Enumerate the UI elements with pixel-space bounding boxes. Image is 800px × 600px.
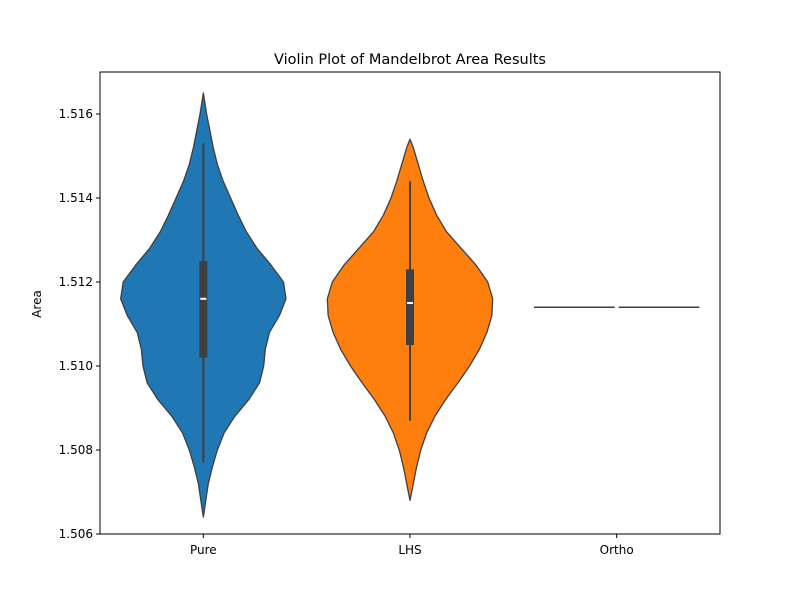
iqr-box — [406, 269, 414, 345]
y-tick-label: 1.514 — [59, 191, 93, 205]
y-tick-label: 1.506 — [59, 527, 93, 541]
y-tick-label: 1.508 — [59, 443, 93, 457]
y-axis: 1.506 1.508 1.510 1.512 1.514 1.516 — [59, 107, 100, 541]
x-axis: Pure LHS Ortho — [190, 534, 634, 557]
plot-frame — [99, 71, 721, 535]
x-tick-label: Ortho — [600, 543, 634, 557]
iqr-box — [199, 261, 208, 358]
y-axis-label: Area — [30, 290, 44, 318]
violin-lhs — [326, 138, 494, 502]
y-tick-label: 1.512 — [59, 275, 93, 289]
plot-area — [120, 92, 700, 518]
x-tick-label: Pure — [190, 543, 217, 557]
violin-pure — [120, 92, 287, 518]
y-tick-label: 1.516 — [59, 107, 93, 121]
x-tick-label: LHS — [398, 543, 421, 557]
chart-title: Violin Plot of Mandelbrot Area Results — [274, 52, 546, 68]
y-tick-label: 1.510 — [59, 359, 93, 373]
